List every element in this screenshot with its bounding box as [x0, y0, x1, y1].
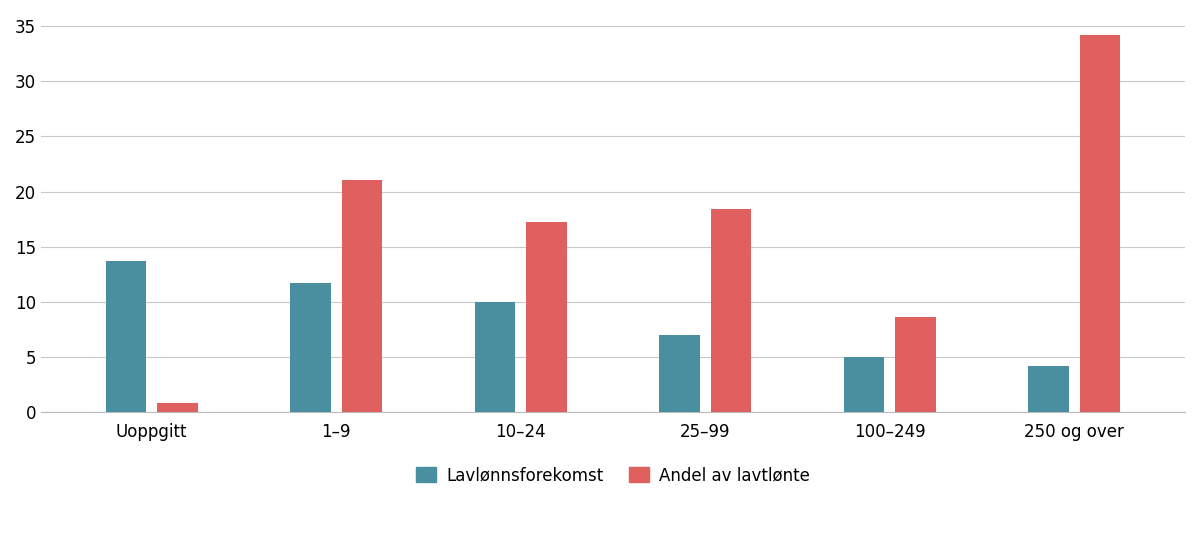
Bar: [895, 318, 936, 412]
Bar: [659, 335, 700, 412]
Bar: [157, 403, 198, 412]
Bar: [1080, 35, 1121, 412]
Bar: [1028, 366, 1069, 412]
Bar: [844, 357, 884, 412]
Bar: [527, 223, 566, 412]
Bar: [342, 180, 383, 412]
Bar: [290, 283, 331, 412]
Bar: [710, 209, 751, 412]
Legend: Lavlønnsforekomst, Andel av lavtlønte: Lavlønnsforekomst, Andel av lavtlønte: [409, 460, 816, 491]
Bar: [106, 261, 146, 412]
Bar: [475, 302, 515, 412]
